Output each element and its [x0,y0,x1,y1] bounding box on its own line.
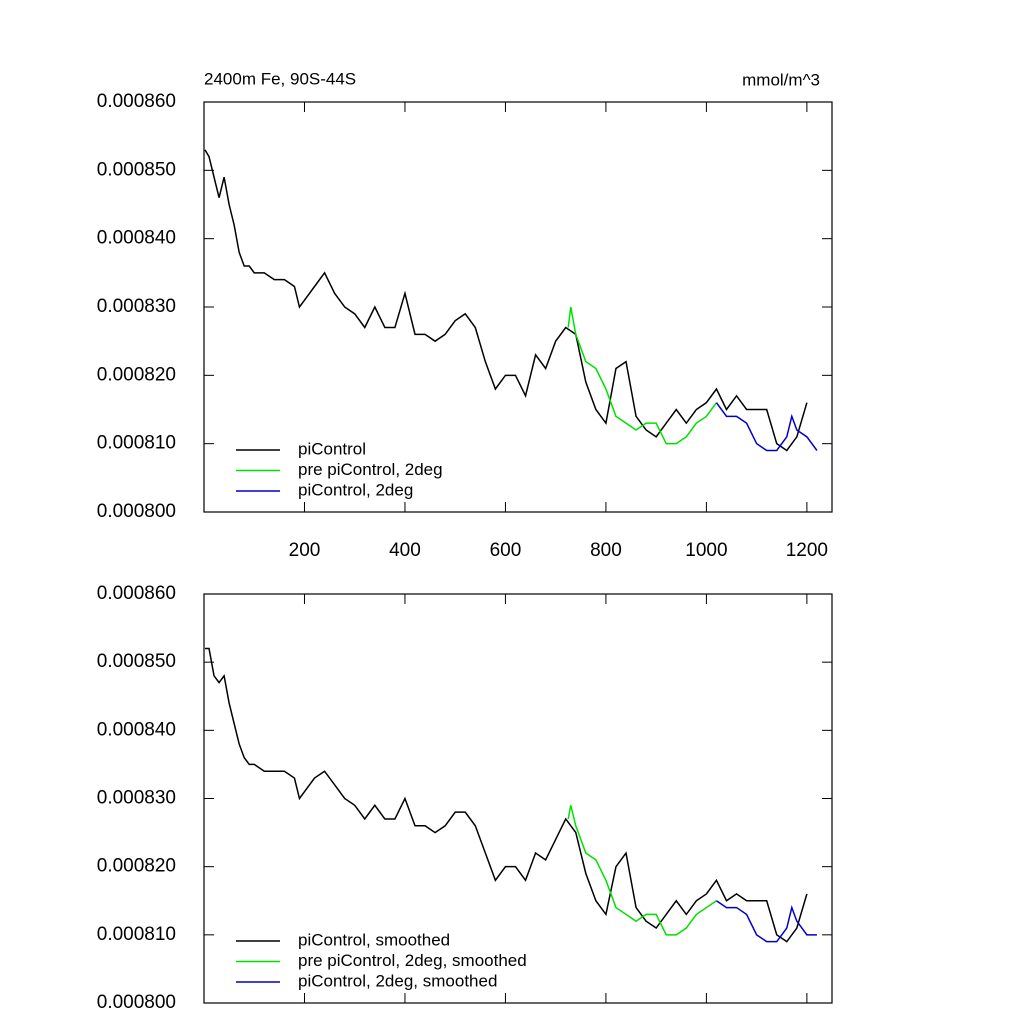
chart-title: 2400m Fe, 90S-44S [204,69,356,88]
y-tick-label: 0.000800 [97,501,176,522]
y-tick-label: 0.000800 [97,992,176,1013]
data-line [715,402,818,452]
y-tick-label: 0.000810 [97,433,176,454]
legend-label: pre piControl, 2deg [298,460,443,479]
y-tick-label: 0.000830 [97,296,176,317]
data-line [205,647,808,943]
units-label: mmol/m^3 [742,70,820,89]
x-tick-label: 800 [590,540,622,561]
data-line [567,306,718,445]
legend-label: pre piControl, 2deg, smoothed [298,951,527,970]
legend-label: piControl [298,439,366,458]
x-tick-label: 1000 [685,540,727,561]
x-tick-label: 1200 [786,540,828,561]
y-tick-label: 0.000810 [97,924,176,945]
y-tick-label: 0.000860 [97,91,176,112]
y-tick-label: 0.000850 [97,651,176,672]
y-tick-label: 0.000820 [97,856,176,877]
x-tick-label: 600 [490,540,522,561]
y-tick-label: 0.000830 [97,788,176,809]
y-tick-label: 0.000820 [97,364,176,385]
y-tick-label: 0.000860 [97,583,176,604]
y-tick-label: 0.000840 [97,228,176,249]
legend-label: piControl, smoothed [298,930,450,949]
y-tick-label: 0.000840 [97,719,176,740]
data-line [567,805,717,936]
legend-label: piControl, 2deg, smoothed [298,971,497,990]
x-tick-label: 200 [289,540,321,561]
data-line [716,900,817,943]
legend-label: piControl, 2deg [298,480,413,499]
x-tick-label: 400 [389,540,421,561]
data-line [204,149,808,452]
y-tick-label: 0.000850 [97,159,176,180]
